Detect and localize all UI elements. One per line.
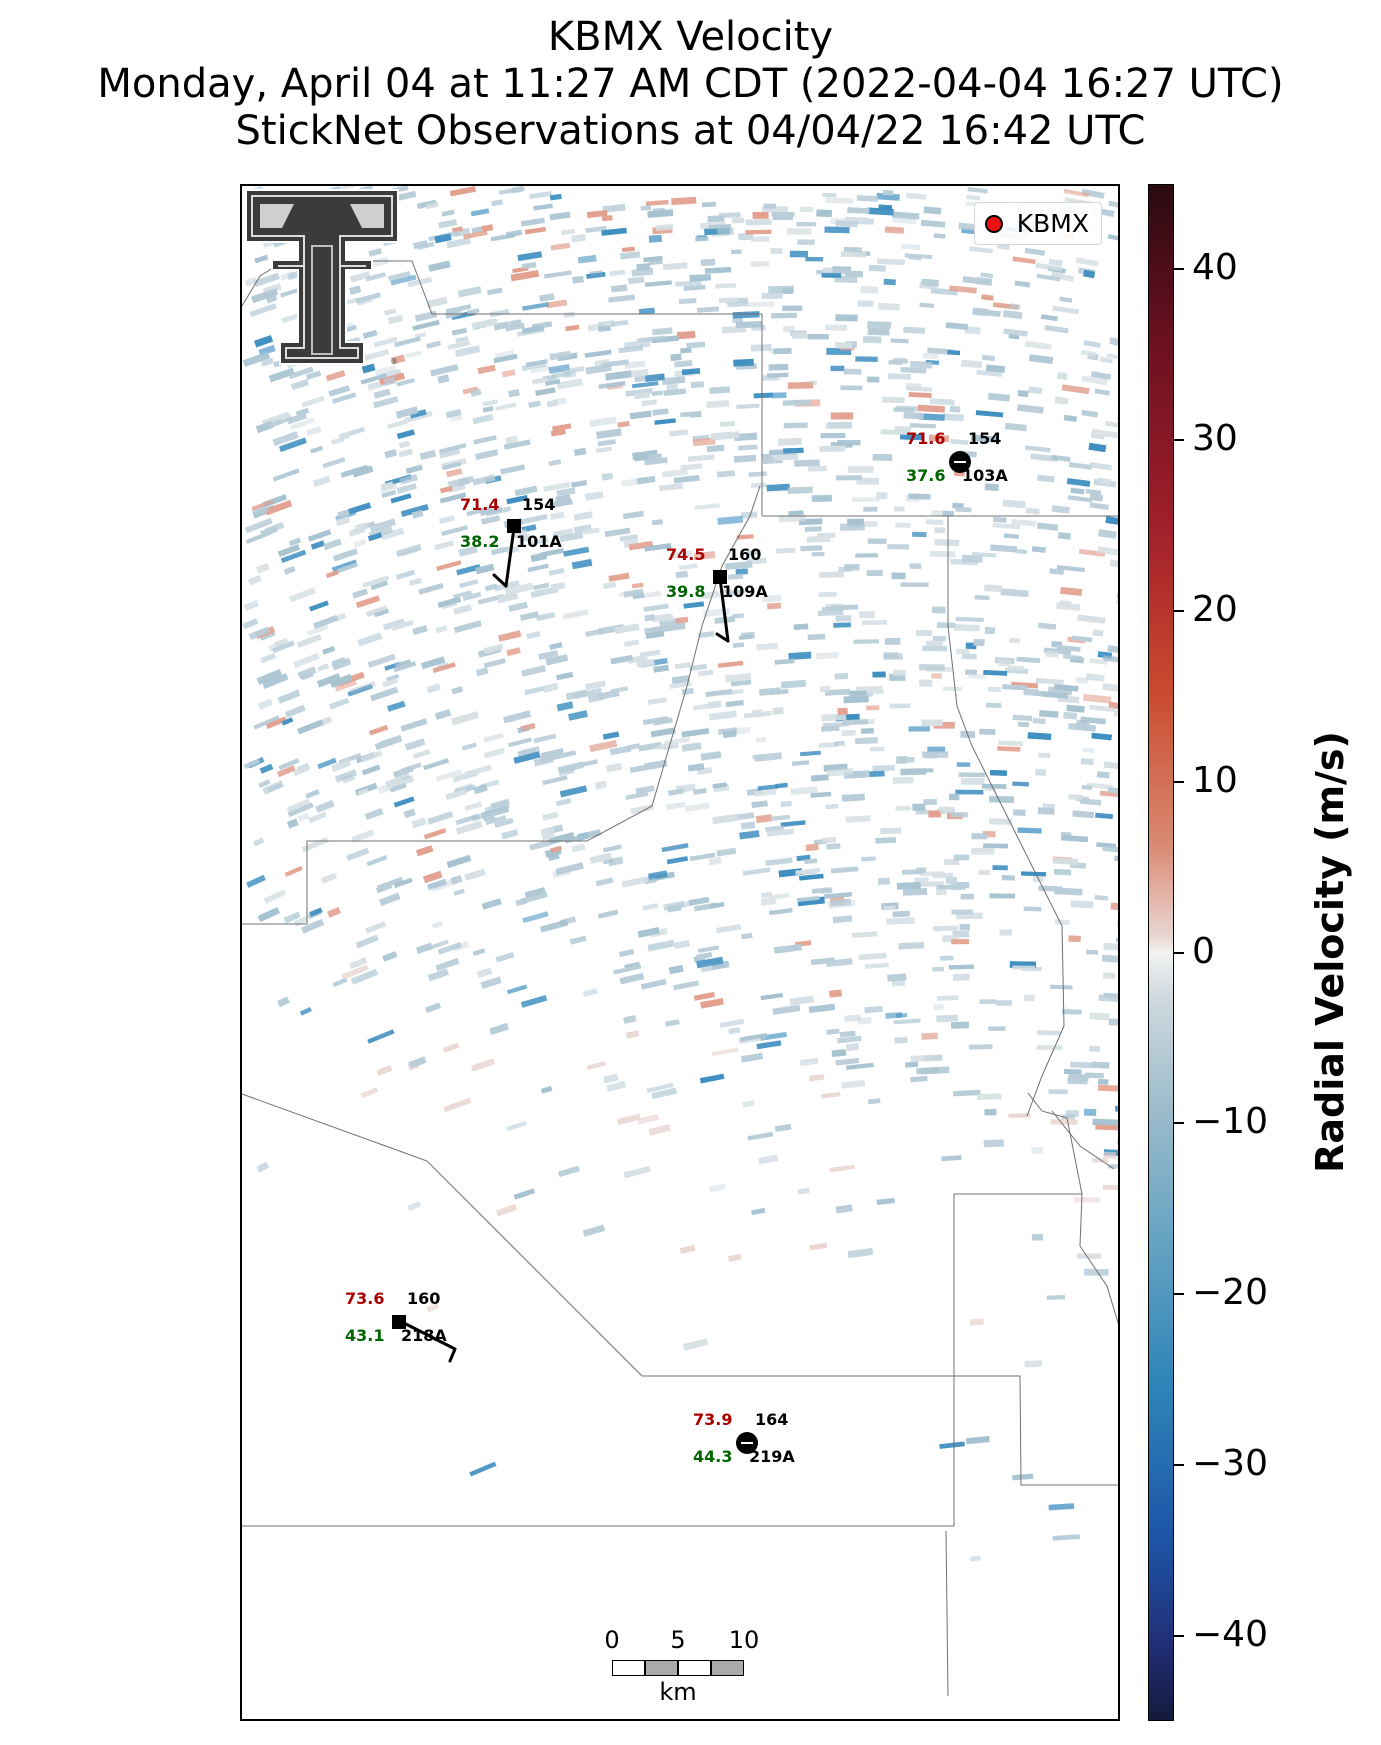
colorbar-tick-mark (1174, 1463, 1184, 1466)
station-marker-109A (713, 570, 727, 584)
station-dir-218A: 160 (407, 1289, 441, 1308)
title-line-3: StickNet Observations at 04/04/22 16:42 … (235, 108, 1146, 154)
station-dir-101A: 154 (522, 495, 556, 514)
colorbar-tick-mark (1174, 439, 1184, 442)
station-dew-219A: 44.3 (693, 1447, 733, 1466)
colorbar-tick-label: 0 (1192, 930, 1215, 972)
colorbar-tick-label: 10 (1192, 759, 1238, 801)
station-temp-109A: 74.5 (666, 545, 706, 564)
colorbar-tick-mark (1174, 1293, 1184, 1296)
station-temp-218A: 73.6 (345, 1289, 385, 1308)
map-legend: KBMX (973, 202, 1102, 245)
station-temp-103A: 71.6 (906, 429, 946, 448)
station-id-219A: 219A (749, 1447, 795, 1466)
colorbar-title: Radial Velocity (m/s) (1308, 731, 1352, 1173)
station-id-103A: 103A (962, 466, 1008, 485)
station-dew-103A: 37.6 (906, 466, 946, 485)
county-boundaries (242, 260, 1118, 1697)
station-temp-219A: 73.9 (693, 1410, 733, 1429)
colorbar-tick-mark (1174, 951, 1184, 954)
radar-site-marker-icon (984, 214, 1003, 233)
colorbar-tick-label: −20 (1192, 1272, 1268, 1314)
wind-barbs (392, 451, 971, 1454)
station-temp-101A: 71.4 (460, 495, 500, 514)
station-marker-101A (507, 519, 521, 533)
colorbar-tick-mark (1174, 609, 1184, 612)
colorbar-tick-label: 20 (1192, 588, 1238, 630)
station-dir-219A: 164 (755, 1410, 789, 1429)
legend-label: KBMX (1016, 209, 1089, 238)
colorbar-tick-label: −40 (1192, 1613, 1268, 1655)
velocity-colorbar (1148, 184, 1174, 1721)
station-id-101A: 101A (516, 532, 562, 551)
scale-bar: 0 5 10 km (604, 1626, 759, 1716)
colorbar-tick-mark (1174, 1122, 1184, 1125)
scale-tick-5: 5 (670, 1626, 686, 1654)
colorbar-tick-mark (1174, 1634, 1184, 1637)
wind-barb-218A (398, 1319, 457, 1351)
station-dir-103A: 154 (968, 429, 1002, 448)
colorbar-tick-label: −10 (1192, 1101, 1268, 1143)
colorbar-tick-mark (1174, 268, 1184, 271)
svg-text:®: ® (390, 357, 398, 366)
figure-title: KBMX Velocity Monday, April 04 at 11:27 … (0, 14, 1381, 155)
radar-velocity-layer (242, 186, 1118, 1562)
wind-barb-101A (504, 526, 516, 588)
station-id-109A: 109A (722, 582, 768, 601)
wind-barb-109A (718, 576, 730, 643)
station-dir-109A: 160 (728, 545, 762, 564)
station-marker-218A (392, 1315, 406, 1329)
scale-bar-segments (612, 1660, 744, 1676)
scale-tick-10: 10 (728, 1626, 760, 1654)
scale-unit: km (659, 1678, 697, 1706)
radar-map[interactable]: ® KBMX 71.4 154 38.2 101A 74.5 160 39.8 109A 71.… (240, 184, 1120, 1721)
colorbar-tick-label: 30 (1192, 418, 1238, 460)
station-dew-218A: 43.1 (345, 1326, 385, 1345)
station-dew-109A: 39.8 (666, 582, 706, 601)
station-dew-101A: 38.2 (460, 532, 500, 551)
station-id-218A: 218A (401, 1326, 447, 1345)
colorbar-tick-label: −30 (1192, 1442, 1268, 1484)
title-line-1: KBMX Velocity (547, 14, 834, 60)
title-line-2: Monday, April 04 at 11:27 AM CDT (2022-0… (97, 61, 1284, 107)
colorbar-tick-label: 40 (1192, 247, 1238, 289)
colorbar-tick-mark (1174, 780, 1184, 783)
scale-tick-0: 0 (604, 1626, 620, 1654)
texas-tech-double-t-logo: ® (245, 189, 399, 366)
